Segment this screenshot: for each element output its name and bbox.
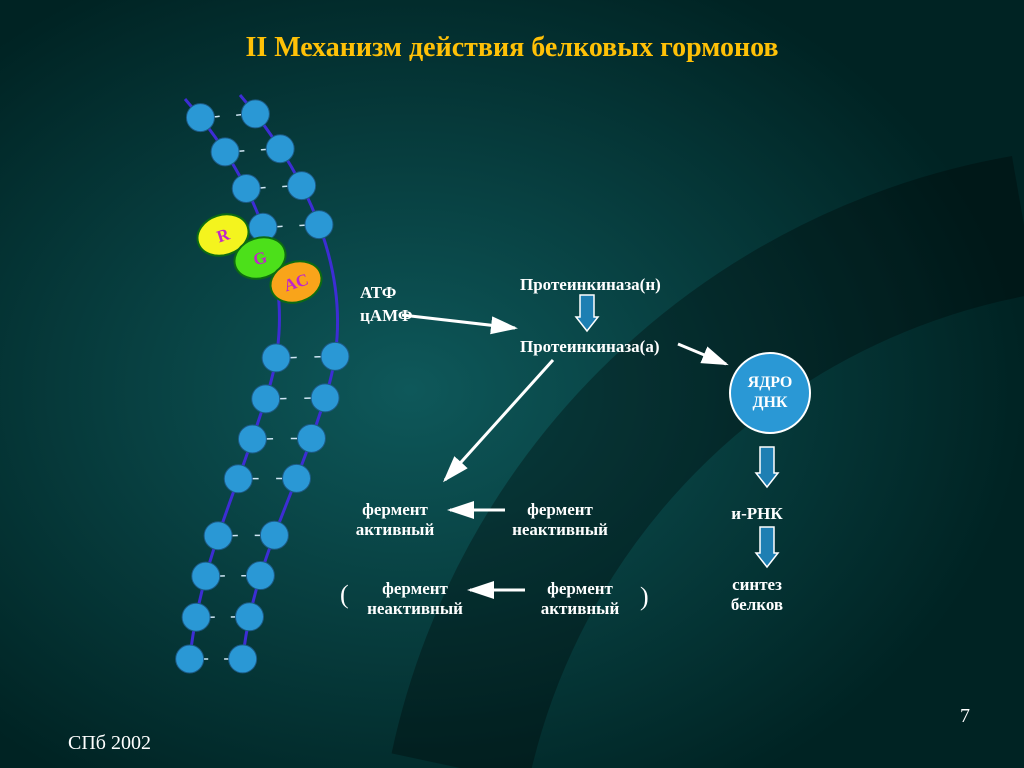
- lipid-head: [321, 342, 349, 370]
- label-camp: цАМФ: [360, 306, 413, 326]
- lipid-head: [176, 645, 204, 673]
- slide-number: 7: [960, 705, 970, 728]
- lipid-head: [252, 385, 280, 413]
- lipid-head: [260, 521, 288, 549]
- arrow-atf-to-camp: [402, 315, 515, 328]
- bg-arc: [460, 225, 1024, 768]
- lipid-head: [211, 138, 239, 166]
- lipid-head: [297, 424, 325, 452]
- nucleus-label: ЯДРО: [748, 374, 793, 391]
- label-protein-synth: синтез белков: [657, 575, 857, 615]
- arrow-irnk-to-synth: [756, 527, 778, 567]
- arrow-nucleus-to-irnk: [756, 447, 778, 487]
- nucleus: [730, 353, 810, 433]
- label-enzyme-active-2: фермент активный: [480, 579, 680, 619]
- lipid-head: [246, 562, 274, 590]
- lipid-head: [192, 562, 220, 590]
- lipid-head: [241, 100, 269, 128]
- lipid-head: [182, 603, 210, 631]
- lipid-head: [311, 384, 339, 412]
- label-enzyme-inactive-1: фермент неактивный: [460, 500, 660, 540]
- lipid-head: [204, 522, 232, 550]
- label-proteinkinase-a: Протеинкиназа(а): [520, 337, 659, 357]
- label-proteinkinase-n: Протеинкиназа(н): [520, 275, 661, 295]
- paren-left: (: [340, 580, 349, 610]
- lipid-head: [186, 104, 214, 132]
- label-irnk: и-РНК: [657, 504, 857, 524]
- lipid-head: [238, 425, 266, 453]
- arrow-pkn-to-pka: [576, 295, 598, 331]
- lipid-head: [288, 172, 316, 200]
- lipid-head: [283, 464, 311, 492]
- lipid-head: [266, 135, 294, 163]
- lipid-head: [262, 344, 290, 372]
- slide-root: RGACЯДРОДНК II Механизм действия белковы…: [0, 0, 1024, 768]
- lipid-head: [229, 645, 257, 673]
- lipid-head: [232, 174, 260, 202]
- label-atf: АТФ: [360, 283, 396, 303]
- footer-text: СПб 2002: [68, 732, 151, 755]
- diagram-svg: RGACЯДРОДНК: [0, 0, 1024, 768]
- lipid-head: [224, 465, 252, 493]
- slide-title: II Механизм действия белковых гормонов: [0, 32, 1024, 64]
- nucleus-label: ДНК: [752, 394, 787, 411]
- lipid-head: [236, 603, 264, 631]
- lipid-head: [305, 211, 333, 239]
- paren-right: ): [640, 582, 649, 612]
